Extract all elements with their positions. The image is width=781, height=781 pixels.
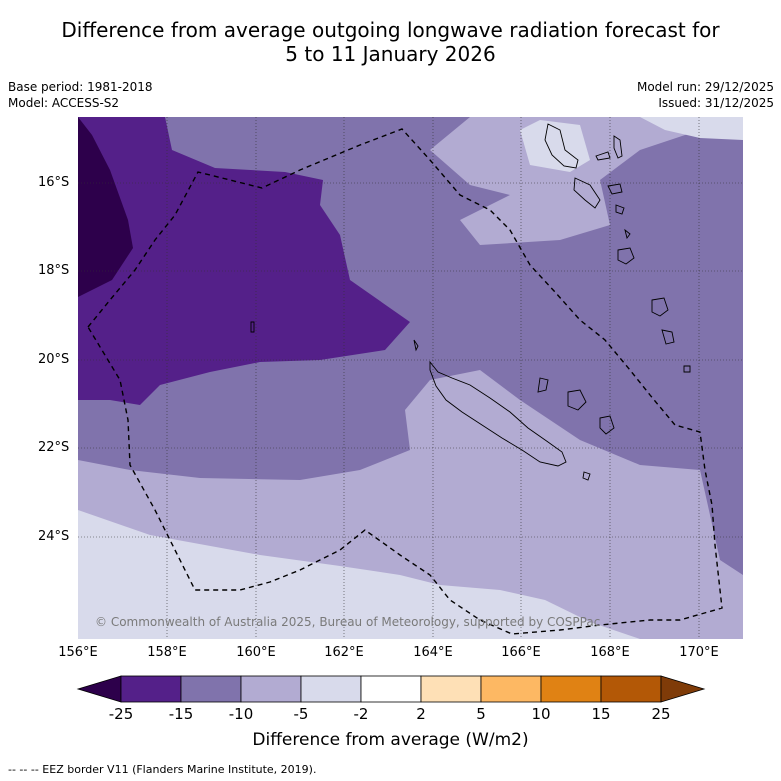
- colorbar-tick: 2: [416, 705, 426, 723]
- title-line-1: Difference from average outgoing longwav…: [61, 18, 720, 42]
- graticule: [78, 117, 743, 639]
- eez-footnote: -- -- -- EEZ border V11 (Flanders Marine…: [8, 763, 317, 776]
- colorbar-tick: -15: [168, 705, 194, 723]
- colorbar-extend-low: [76, 675, 122, 703]
- model-run: Model run: 29/12/2025: [636, 80, 774, 94]
- lat-label-22s: 22°S: [38, 440, 70, 455]
- colorbar-label: Difference from average (W/m2): [252, 730, 529, 750]
- coast-vanuatu-erromango: [651, 297, 669, 317]
- eez-border: [87, 128, 723, 635]
- colorbar-swatch: [600, 675, 662, 703]
- meta-right: Model run: 29/12/2025 Issued: 31/12/2025: [637, 79, 774, 111]
- lat-label-18s: 18°S: [38, 263, 70, 278]
- lon-label-166e: 166°E: [501, 645, 541, 660]
- coast-loyalty-2: [567, 389, 587, 411]
- copyright-notice: © Commonwealth of Australia 2025, Bureau…: [95, 615, 600, 629]
- colorbar-tick: -10: [228, 705, 254, 723]
- lon-label-160e: 160°E: [236, 645, 276, 660]
- lon-label-158e: 158°E: [147, 645, 187, 660]
- meta-left: Base period: 1981-2018 Model: ACCESS-S2: [8, 79, 153, 111]
- colorbar-tick: 15: [591, 705, 611, 723]
- colorbar-swatch: [480, 675, 542, 703]
- colorbar-tick: -5: [293, 705, 309, 723]
- lat-label-20s: 20°S: [38, 352, 70, 367]
- coast-vanuatu-pentecost: [613, 135, 623, 159]
- colorbar: [76, 675, 706, 703]
- colorbar-swatch: [300, 675, 362, 703]
- model-name: Model: ACCESS-S2: [8, 96, 120, 110]
- coast-small-islet-1: [413, 339, 419, 352]
- lon-label-170e: 170°E: [679, 645, 719, 660]
- coast-vanuatu-ambrym: [607, 183, 623, 195]
- lat-label-24s: 24°S: [38, 529, 70, 544]
- colorbar-tick: -25: [108, 705, 134, 723]
- colorbar-tick: -2: [353, 705, 369, 723]
- colorbar-swatch: [360, 675, 422, 703]
- coast-vanuatu-efate: [617, 247, 635, 265]
- colorbar-extend-high: [660, 675, 706, 703]
- colorbar-swatch: [240, 675, 302, 703]
- lon-label-168e: 168°E: [590, 645, 630, 660]
- coast-chesterfield: [250, 321, 255, 333]
- lon-label-156e: 156°E: [58, 645, 98, 660]
- coast-vanuatu-tanna: [661, 329, 675, 345]
- anomaly-band-minus15: [78, 117, 410, 405]
- coastlines: [250, 123, 691, 481]
- coast-vanuatu-ambae: [595, 151, 611, 161]
- coast-new-caledonia: [429, 360, 567, 467]
- lon-label-162e: 162°E: [324, 645, 364, 660]
- map-panel: © Commonwealth of Australia 2025, Bureau…: [78, 117, 743, 639]
- anomaly-band-minus25: [78, 117, 133, 297]
- coast-isle-of-pines: [582, 471, 591, 481]
- colorbar-tick: 10: [531, 705, 551, 723]
- coast-vanuatu-espiritu-santo: [544, 123, 579, 169]
- chart-title: Difference from average outgoing longwav…: [0, 18, 781, 66]
- colorbar-tick: 5: [476, 705, 486, 723]
- coast-small-islet-2: [624, 228, 631, 240]
- coast-vanuatu-malekula: [573, 177, 601, 209]
- colorbar-swatch: [420, 675, 482, 703]
- base-period: Base period: 1981-2018: [8, 80, 153, 94]
- coast-loyalty-1: [537, 377, 549, 393]
- lon-label-164e: 164°E: [413, 645, 453, 660]
- colorbar-swatch: [120, 675, 182, 703]
- issued-date: Issued: 31/12/2025: [658, 96, 774, 110]
- colorbar-swatch: [540, 675, 602, 703]
- colorbar-tick: 25: [651, 705, 671, 723]
- title-line-2: 5 to 11 January 2026: [285, 42, 496, 66]
- coast-vanuatu-epi: [615, 204, 625, 215]
- coast-vanuatu-aneityum: [683, 365, 691, 373]
- colorbar-swatch: [180, 675, 242, 703]
- coast-loyalty-3: [599, 415, 615, 435]
- lat-label-16s: 16°S: [38, 175, 70, 190]
